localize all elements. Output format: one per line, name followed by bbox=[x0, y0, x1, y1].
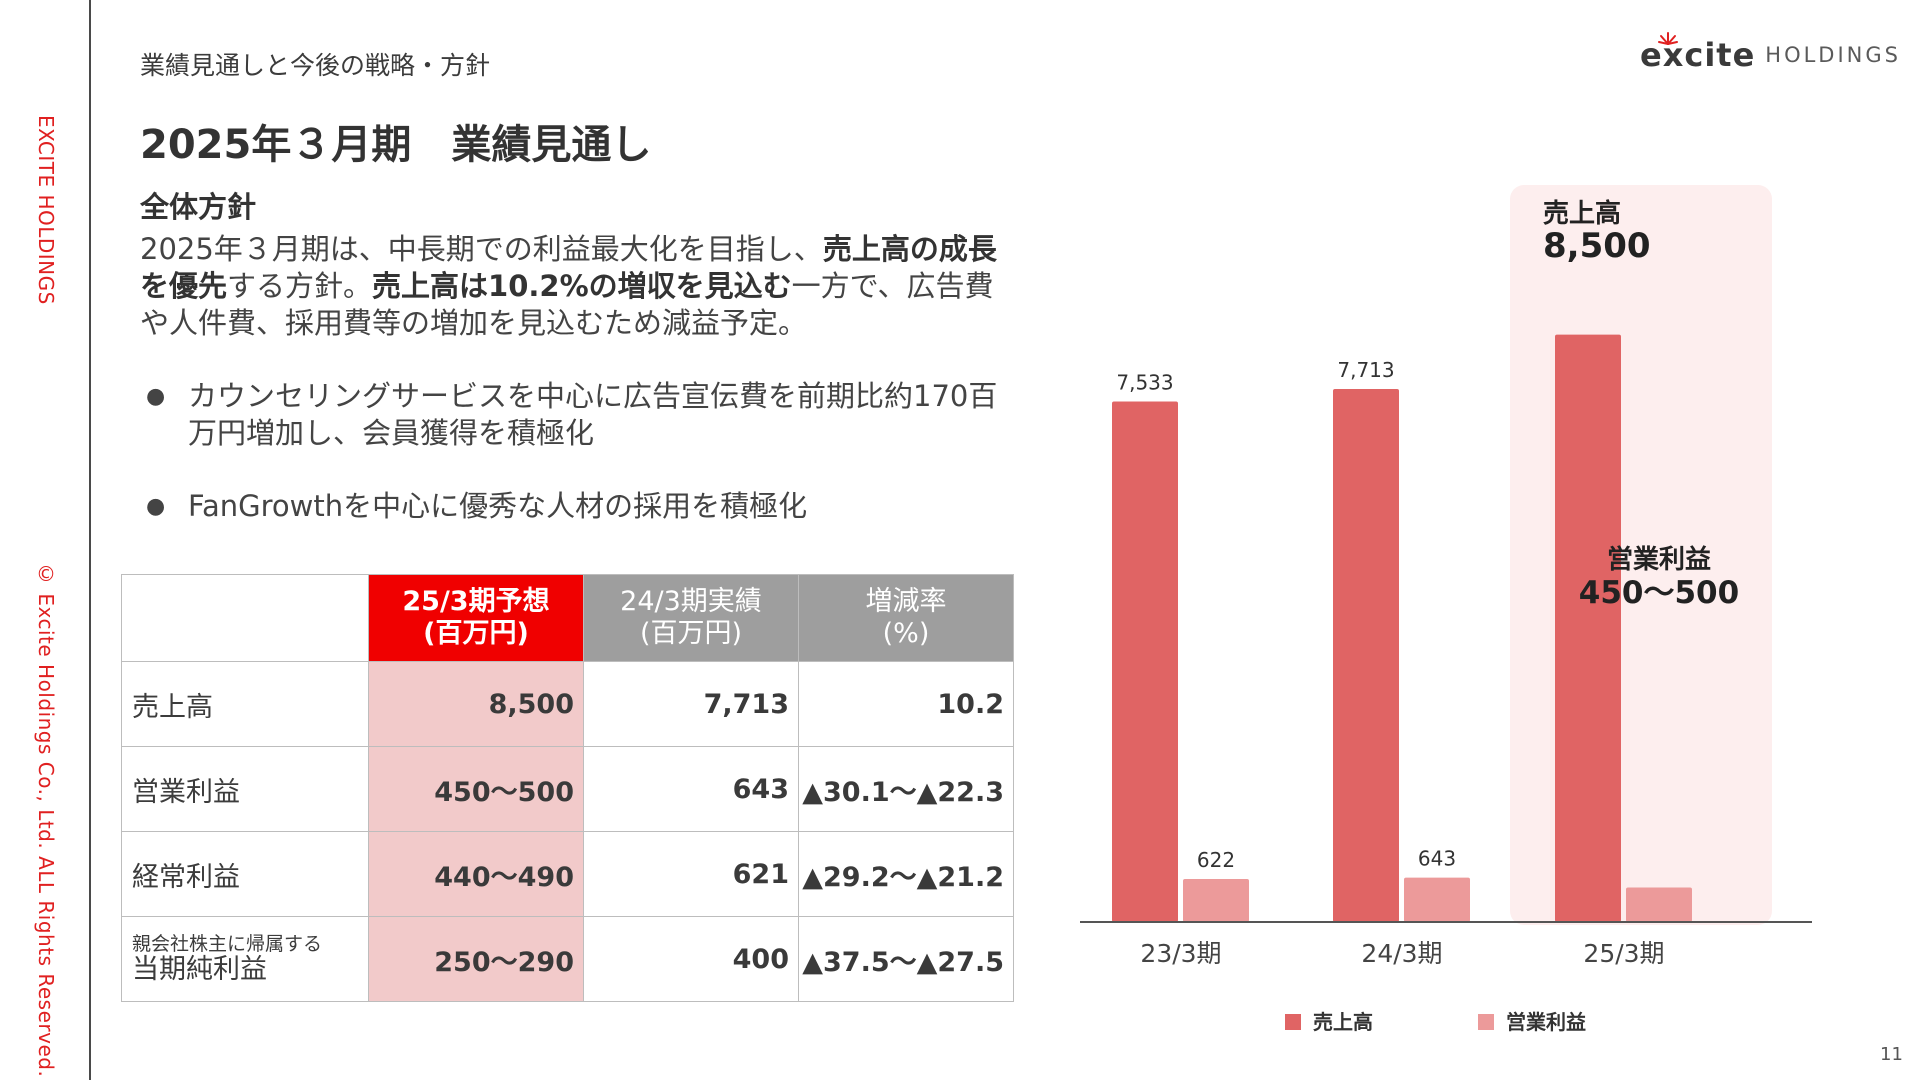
bar-operating-profit bbox=[1183, 879, 1249, 922]
highlight-op-value: 450〜500 bbox=[1579, 575, 1739, 611]
legend-label: 営業利益 bbox=[1506, 1010, 1586, 1034]
header-forecast-line2: (百万円) bbox=[423, 618, 529, 649]
bar-sales bbox=[1333, 389, 1399, 922]
forecast-table: 25/3期予想 (百万円) 24/3期実績 (百万円) 増減率 (%) 売上高 8,5… bbox=[121, 574, 1014, 1002]
bullet-text: カウンセリングサービスを中心に広告宣伝費を前期比約170百万円増加し、会員獲得を… bbox=[188, 379, 998, 450]
bar-operating-profit bbox=[1626, 887, 1692, 922]
bar-sales bbox=[1112, 401, 1178, 922]
row-label: 経常利益 bbox=[121, 831, 369, 917]
table-row: 親会社株主に帰属する 当期純利益 250〜290 400 ▲37.5〜▲27.5 bbox=[121, 916, 1014, 1002]
highlight-sales-title: 売上高 bbox=[1543, 198, 1621, 229]
cell-actual: 621 bbox=[583, 831, 799, 917]
table-row: 営業利益 450〜500 643 ▲30.1〜▲22.3 bbox=[121, 746, 1014, 832]
legend-label: 売上高 bbox=[1313, 1010, 1373, 1034]
cell-actual: 400 bbox=[583, 916, 799, 1002]
table-header-actual: 24/3期実績 (百万円) bbox=[583, 574, 799, 662]
sidebar-copyright-text: © Excite Holdings Co., Ltd. ALL Rights R… bbox=[34, 562, 58, 1078]
cell-forecast: 8,500 bbox=[368, 661, 584, 747]
header-rate-line1: 増減率 bbox=[865, 586, 947, 617]
row-label: 親会社株主に帰属する 当期純利益 bbox=[121, 916, 369, 1002]
data-label: 7,713 bbox=[1337, 358, 1394, 382]
bullet-dot-icon: ● bbox=[146, 384, 166, 409]
sidebar-divider bbox=[89, 0, 91, 1080]
row-label-small: 親会社株主に帰属する bbox=[132, 933, 323, 955]
bar-sales bbox=[1555, 334, 1621, 922]
cell-forecast: 440〜490 bbox=[368, 831, 584, 917]
cell-rate: ▲29.2〜▲21.2 bbox=[798, 831, 1014, 917]
header-rate-line2: (%) bbox=[882, 618, 930, 649]
cell-actual: 643 bbox=[583, 746, 799, 832]
company-logo: excite HOLDINGS bbox=[1640, 32, 1901, 74]
table-header-rate: 増減率 (%) bbox=[798, 574, 1014, 662]
legend-swatch bbox=[1285, 1014, 1301, 1030]
legend-swatch bbox=[1478, 1014, 1494, 1030]
policy-body-emphasis: 売上高は10.2%の増収を見込む bbox=[372, 269, 792, 303]
cell-forecast: 450〜500 bbox=[368, 746, 584, 832]
data-label: 643 bbox=[1418, 847, 1456, 871]
bullet-dot-icon: ● bbox=[146, 494, 166, 519]
table-header-blank bbox=[121, 574, 369, 662]
cell-rate: 10.2 bbox=[798, 661, 1014, 747]
header-actual-line2: (百万円) bbox=[639, 618, 743, 649]
row-label: 売上高 bbox=[121, 661, 369, 747]
bullet-text: FanGrowthを中心に優秀な人材の採用を積極化 bbox=[188, 489, 808, 523]
policy-bullet-item: ● FanGrowthを中心に優秀な人材の採用を積極化 bbox=[140, 488, 1020, 525]
cell-forecast: 250〜290 bbox=[368, 916, 584, 1002]
policy-bullet-item: ● カウンセリングサービスを中心に広告宣伝費を前期比約170百万円増加し、会員獲得… bbox=[140, 378, 1020, 452]
table-row: 売上高 8,500 7,713 10.2 bbox=[121, 661, 1014, 747]
header-actual-line1: 24/3期実績 bbox=[620, 586, 762, 617]
logo-subtext: HOLDINGS bbox=[1765, 43, 1901, 67]
cell-actual: 7,713 bbox=[583, 661, 799, 747]
x-tick-label: 23/3期 bbox=[1140, 939, 1221, 968]
data-label: 7,533 bbox=[1116, 370, 1173, 394]
sidebar-brand-text: EXCITE HOLDINGS bbox=[34, 115, 58, 305]
policy-heading: 全体方針 bbox=[140, 190, 257, 224]
table-row: 経常利益 440〜490 621 ▲29.2〜▲21.2 bbox=[121, 831, 1014, 917]
cell-rate: ▲37.5〜▲27.5 bbox=[798, 916, 1014, 1002]
page-number: 11 bbox=[1880, 1044, 1903, 1065]
policy-body-emphasis: 売上高の成長を優先 bbox=[140, 232, 997, 303]
page-title: 2025年３月期 業績見通し bbox=[140, 122, 652, 168]
bar-operating-profit bbox=[1404, 877, 1470, 922]
cell-rate: ▲30.1〜▲22.3 bbox=[798, 746, 1014, 832]
section-label: 業績見通しと今後の戦略・方針 bbox=[140, 51, 491, 80]
policy-bullet-list: ● カウンセリングサービスを中心に広告宣伝費を前期比約170百万円増加し、会員獲得… bbox=[140, 378, 1020, 561]
highlight-sales-value: 8,500 bbox=[1543, 226, 1651, 266]
table-header-forecast: 25/3期予想 (百万円) bbox=[368, 574, 584, 662]
policy-body-text: 2025年３月期は、中長期での利益最大化を目指し、 bbox=[140, 232, 823, 266]
x-tick-label: 24/3期 bbox=[1361, 939, 1442, 968]
row-label-main: 当期純利益 bbox=[132, 954, 267, 985]
policy-body-text: する方針。 bbox=[227, 269, 373, 303]
policy-body: 2025年３月期は、中長期での利益最大化を目指し、売上高の成長を優先する方針。売… bbox=[140, 231, 1020, 342]
row-label: 営業利益 bbox=[121, 746, 369, 832]
table-header-row: 25/3期予想 (百万円) 24/3期実績 (百万円) 増減率 (%) bbox=[121, 574, 1014, 662]
header-forecast-line1: 25/3期予想 bbox=[402, 586, 550, 617]
data-label: 622 bbox=[1197, 848, 1235, 872]
x-tick-label: 25/3期 bbox=[1583, 939, 1664, 968]
logo-spark-icon bbox=[1658, 32, 1678, 45]
policy-body-text: 一方で、広告費や人件費、採用費等の増加を見込むため減益予定。 bbox=[140, 269, 994, 340]
highlight-op-title: 営業利益 bbox=[1607, 545, 1711, 575]
